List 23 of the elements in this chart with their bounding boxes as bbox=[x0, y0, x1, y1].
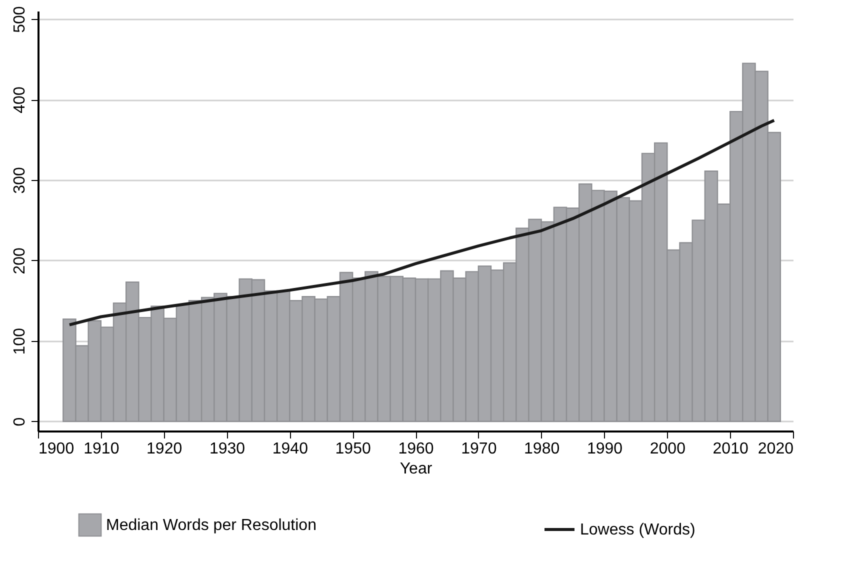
y-tick-label: 100 bbox=[12, 328, 28, 355]
x-tick-label: 1900 bbox=[38, 440, 74, 458]
x-tick-label: 1960 bbox=[398, 440, 434, 458]
legend-label: Lowess (Words) bbox=[580, 522, 696, 538]
y-tick-label: 400 bbox=[12, 86, 28, 114]
x-tick-label: 1950 bbox=[335, 440, 371, 458]
line-series bbox=[68, 118, 776, 326]
x-tick-label: 1920 bbox=[146, 440, 182, 458]
x-tick-label: 2000 bbox=[650, 440, 686, 458]
y-tick-label: 200 bbox=[12, 247, 28, 274]
x-tick-label: 2020 bbox=[758, 440, 794, 458]
x-tick-label: 1910 bbox=[84, 440, 120, 458]
x-tick-label: 1970 bbox=[461, 440, 497, 458]
legend-label: Median Words per Resolution bbox=[106, 517, 316, 534]
x-axis-title: Year bbox=[400, 460, 433, 478]
y-tick-label: 300 bbox=[12, 167, 28, 194]
x-tick-label: 1980 bbox=[524, 440, 560, 458]
y-tick-label: 500 bbox=[12, 6, 28, 33]
x-tick-label: 1990 bbox=[586, 440, 623, 458]
x-tick-label: 2010 bbox=[712, 440, 748, 458]
x-tick-label: 1940 bbox=[272, 440, 308, 458]
y-tick-label: 0 bbox=[12, 417, 28, 426]
x-tick-label: 1930 bbox=[209, 440, 246, 458]
